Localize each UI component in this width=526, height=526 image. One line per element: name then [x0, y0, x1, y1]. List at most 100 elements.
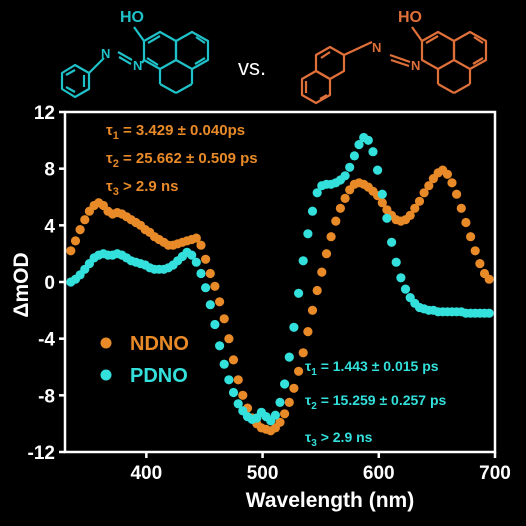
data-point-ndno	[191, 233, 201, 243]
data-point-ndno	[70, 236, 81, 246]
data-point-pdno	[340, 171, 350, 181]
data-point-ndno	[307, 305, 318, 315]
legend-marker-ndno	[100, 337, 112, 349]
data-point-pdno	[284, 352, 294, 362]
data-point-ndno	[280, 409, 290, 419]
mol2-n2-label: N	[411, 58, 420, 73]
data-point-pdno	[205, 300, 215, 310]
y-tick-label: 0	[44, 273, 55, 294]
data-point-pdno	[345, 162, 355, 172]
data-point-ndno	[326, 232, 336, 242]
data-point-pdno	[196, 268, 206, 279]
mol1-n1-label: N	[101, 46, 110, 61]
data-point-ndno	[66, 246, 76, 256]
x-tick-label: 600	[363, 463, 395, 484]
data-point-ndno	[461, 217, 471, 228]
data-point-pdno	[187, 250, 197, 260]
data-point-ndno	[452, 189, 462, 199]
data-point-ndno	[219, 314, 229, 324]
data-point-ndno	[447, 178, 457, 188]
data-point-pdno	[280, 379, 290, 389]
data-point-ndno	[466, 232, 476, 242]
pdno-lifetime-text: τ1 = 1.443 ± 0.015 ps	[305, 358, 439, 378]
data-point-ndno	[456, 203, 466, 213]
data-point-ndno	[331, 216, 341, 226]
data-point-ndno	[377, 198, 387, 208]
data-point-pdno	[219, 359, 229, 369]
data-point-ndno	[414, 196, 425, 206]
data-point-ndno	[205, 268, 215, 279]
y-tick-label: -8	[38, 386, 55, 407]
data-point-ndno	[442, 169, 452, 179]
data-point-ndno	[470, 246, 480, 256]
data-point-ndno	[196, 240, 206, 250]
data-point-ndno	[303, 327, 313, 337]
legend-label-pdno: PDNO	[130, 365, 188, 387]
molecule-structure-1	[60, 26, 210, 99]
mol2-ho-label: HO	[398, 9, 422, 26]
x-tick-label: 700	[479, 463, 511, 484]
data-point-pdno	[373, 165, 383, 175]
data-point-ndno	[238, 390, 248, 400]
data-point-pdno	[210, 319, 220, 330]
legend-label-ndno: NDNO	[130, 333, 189, 355]
data-point-ndno	[75, 225, 85, 235]
x-tick-label: 500	[247, 463, 279, 484]
data-point-ndno	[298, 348, 308, 358]
data-point-ndno	[317, 267, 327, 277]
annotations: NDNO PDNO τ1 = 3.429 ± 0.040ps τ2 = 25.662 …	[100, 122, 447, 449]
series-pdno	[66, 132, 494, 426]
data-point-pdno	[275, 397, 285, 407]
data-point-pdno	[354, 140, 364, 150]
data-point-pdno	[396, 273, 406, 283]
data-point-ndno	[410, 203, 420, 213]
data-point-ndno	[405, 210, 415, 220]
pdno-lifetime-text: τ3 > 2.9 ns	[305, 429, 373, 449]
data-point-pdno	[377, 189, 387, 199]
mol1-n2-label: N	[133, 58, 142, 73]
data-point-pdno	[215, 341, 225, 351]
ndno-lifetime-text: τ2 = 25.662 ± 0.509 ps	[106, 150, 258, 170]
data-point-pdno	[387, 237, 397, 247]
mol2-n1-label: N	[372, 40, 381, 55]
data-point-ndno	[233, 375, 243, 385]
data-point-pdno	[368, 147, 378, 157]
data-point-pdno	[307, 206, 318, 216]
data-point-ndno	[340, 193, 350, 203]
y-axis-title: ΔmOD	[10, 252, 33, 317]
axes: -12 -8 -4 0 4 8 12 400 500 600 700	[28, 103, 511, 484]
data-point-ndno	[284, 397, 294, 407]
y-tick-label: -12	[28, 443, 55, 464]
data-point-ndno	[201, 254, 211, 264]
data-point-ndno	[210, 281, 220, 291]
pdno-lifetime-text: τ2 = 15.259 ± 0.257 ps	[305, 392, 447, 412]
ndno-lifetime-text: τ3 > 2.9 ns	[106, 178, 178, 198]
data-point-pdno	[312, 188, 322, 198]
y-tick-label: -4	[38, 330, 55, 351]
x-tick-label: 400	[130, 463, 162, 484]
data-point-pdno	[298, 256, 308, 266]
data-point-ndno	[228, 355, 239, 365]
data-point-pdno	[224, 375, 234, 385]
data-point-pdno	[289, 322, 299, 332]
data-point-pdno	[363, 135, 373, 145]
data-point-ndno	[215, 297, 225, 307]
data-point-pdno	[382, 213, 392, 223]
data-point-ndno	[224, 334, 234, 344]
data-point-ndno	[335, 203, 345, 213]
data-point-ndno	[484, 274, 494, 284]
data-point-pdno	[270, 410, 280, 420]
vs-label: vs.	[238, 55, 266, 80]
data-point-ndno	[275, 417, 285, 427]
data-point-ndno	[312, 285, 322, 296]
mol1-ho-label: HO	[120, 9, 144, 26]
legend-marker-pdno	[100, 369, 112, 381]
y-tick-label: 4	[44, 216, 55, 237]
data-point-ndno	[289, 383, 299, 393]
data-point-ndno	[321, 249, 332, 259]
data-point-pdno	[391, 257, 401, 267]
data-point-ndno	[294, 366, 304, 376]
data-point-pdno	[484, 308, 494, 318]
data-point-ndno	[80, 215, 90, 225]
